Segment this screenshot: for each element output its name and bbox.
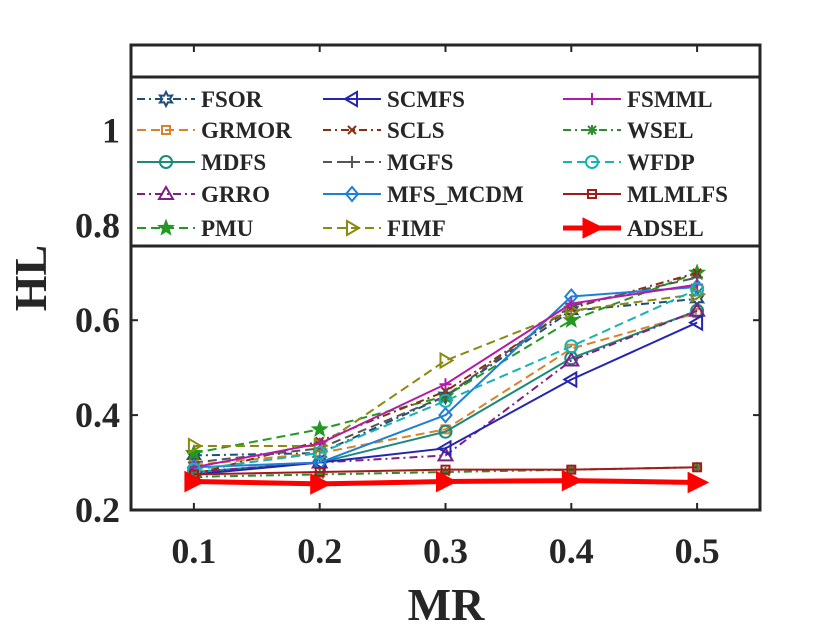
series-adsel: [184, 469, 710, 495]
x-tick-label: 0.1: [171, 531, 216, 571]
data-point-grro-5: [688, 301, 706, 317]
legend-label: FIMF: [387, 216, 446, 241]
series-line-wfdp: [193, 288, 698, 471]
x-tick-label: 0.3: [423, 531, 468, 571]
legend-label: WFDP: [627, 150, 695, 175]
legend-marker: [586, 93, 598, 105]
series-fsmml: [187, 278, 704, 474]
y-tick-label: 1: [102, 110, 120, 150]
legend-label: MGFS: [387, 150, 453, 175]
data-point-adsel-5: [687, 471, 710, 494]
data-point-mdfs-3: [438, 424, 453, 439]
y-tick-label: 0.8: [75, 205, 120, 245]
legend-marker: [343, 90, 358, 108]
data-point-mlmlfs-3: [440, 464, 451, 475]
legend-item-fsmml: FSMML: [563, 87, 713, 112]
data-point-scmfs-5: [688, 313, 704, 332]
legend-marker: [346, 156, 358, 168]
data-point-wfdp-2: [312, 446, 327, 461]
data-point-scmfs-4: [562, 370, 578, 389]
legend-label: MLMLFS: [627, 182, 728, 207]
legend-marker: [344, 185, 360, 203]
legend-marker: [157, 89, 175, 109]
x-tick-label: 0.5: [675, 531, 720, 571]
data-point-adsel-3: [436, 470, 458, 493]
legend-item-fimf: FIMF: [323, 216, 446, 241]
legend-marker: [159, 155, 173, 169]
data-point-mlmlfs-5: [692, 462, 703, 473]
series-line-fimf: [193, 293, 698, 447]
legend-label: SCMFS: [387, 87, 465, 112]
x-tick-label: 0.4: [549, 531, 594, 571]
legend-marker: [347, 125, 357, 135]
series-line-mlmlfs: [193, 466, 698, 476]
series-line-mgfs: [193, 276, 698, 464]
legend-label: FSMML: [627, 87, 713, 112]
legend-label: MDFS: [201, 150, 266, 175]
data-point-mlmlfs-4: [566, 464, 577, 475]
data-point-mlmlfs-2: [314, 467, 325, 478]
y-tick-label: 0.2: [75, 490, 120, 530]
data-point-wfdp-3: [438, 393, 453, 408]
legend-marker: [161, 125, 171, 135]
x-tick-label: 0.2: [297, 531, 342, 571]
data-point-adsel-4: [561, 469, 584, 492]
axes: MR HL 0.1 0.2 0.3 0.4 0.5 0.2 0.4 0.6 0.8 1: [5, 45, 760, 630]
data-point-mfs-mcdm-3: [438, 406, 453, 424]
data-point-adsel-2: [310, 473, 332, 495]
data-point-pmu-2: [310, 419, 329, 437]
y-tick-label: 0.6: [75, 300, 120, 340]
y-tick-label: 0.4: [75, 395, 120, 435]
legend-marker: [157, 218, 175, 236]
legend-marker: [585, 155, 599, 169]
series-line-scmfs: [193, 321, 698, 476]
legend-marker: [582, 217, 605, 239]
legend-item-grmor: GRMOR: [137, 118, 292, 143]
legend-label: GRMOR: [201, 118, 292, 143]
data-point-scmfs-3: [436, 439, 452, 458]
legend-label: MFS_MCDM: [387, 182, 524, 207]
legend-label: PMU: [201, 216, 254, 241]
legend: FSOR GRMOR MDFS GRRO PMU SCMFS SCLS MGFS MFS_MCD…: [129, 75, 762, 248]
y-axis-label: HL: [5, 245, 56, 311]
legend-item-pmu: PMU: [137, 216, 254, 241]
legend-marker: [346, 219, 361, 237]
legend-item-mlmlfs: MLMLFS: [563, 182, 728, 207]
legend-label: FSOR: [201, 87, 263, 112]
legend-box: [129, 75, 762, 248]
x-axis-label: MR: [408, 579, 485, 630]
series-line-grmor: [193, 312, 698, 466]
legend-label: GRRO: [201, 182, 270, 207]
legend-marker: [587, 189, 597, 199]
legend-item-mgfs: MGFS: [323, 150, 453, 175]
legend-item-scmfs: SCMFS: [323, 87, 465, 112]
legend-item-wfdp: WFDP: [563, 150, 695, 175]
data-point-fimf-3: [439, 351, 455, 370]
legend-item-fsor: FSOR: [137, 87, 263, 112]
data-point-wfdp-4: [564, 339, 579, 354]
data-point-wsel-2: [314, 469, 325, 480]
series-line-mfs-mcdm: [193, 285, 698, 469]
legend-item-scls: SCLS: [323, 118, 445, 143]
legend-item-mdfs: MDFS: [137, 150, 266, 175]
legend-item-wsel: WSEL: [563, 118, 693, 143]
data-point-fsmml-4: [565, 297, 578, 310]
data-point-fsmml-3: [439, 378, 452, 391]
data-point-wfdp-5: [690, 282, 705, 297]
legend-marker: [587, 125, 597, 135]
legend-item-grro: GRRO: [137, 182, 270, 207]
legend-item-mfs-mcdm: MFS_MCDM: [323, 182, 524, 207]
data-point-grro-4: [562, 351, 581, 367]
legend-label: ADSEL: [627, 216, 704, 241]
legend-item-adsel: ADSEL: [563, 216, 704, 241]
legend-marker: [157, 185, 175, 200]
legend-label: SCLS: [387, 118, 445, 143]
data-point-fimf-1: [187, 437, 203, 455]
legend-label: WSEL: [627, 118, 693, 143]
data-point-wsel-3: [440, 467, 451, 478]
data-point-adsel-1: [184, 470, 207, 493]
